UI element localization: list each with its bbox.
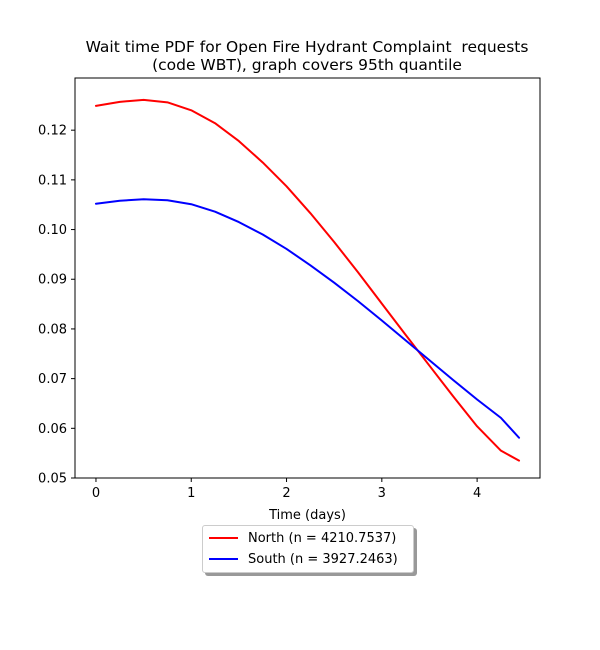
x-tick-label: 2 bbox=[282, 486, 290, 501]
chart-subtitle: (code WBT), graph covers 95th quantile bbox=[152, 56, 462, 74]
y-tick-label: 0.10 bbox=[38, 223, 67, 238]
legend-item-south: South (n = 3927.2463) bbox=[203, 549, 398, 569]
legend-label-south: South (n = 3927.2463) bbox=[248, 551, 398, 567]
y-tick-label: 0.09 bbox=[38, 273, 67, 288]
y-tick-label: 0.05 bbox=[38, 472, 67, 487]
y-tick-label: 0.11 bbox=[38, 173, 67, 188]
y-tick-label: 0.07 bbox=[38, 372, 67, 387]
y-tick-label: 0.08 bbox=[38, 322, 67, 337]
series-line-north bbox=[94, 98, 521, 462]
chart-legend: North (n = 4210.7537) South (n = 3927.24… bbox=[202, 525, 414, 573]
legend-swatch-south bbox=[209, 558, 238, 560]
x-tick-label: 0 bbox=[92, 486, 100, 501]
series-line-south bbox=[94, 198, 521, 439]
x-tick-label: 3 bbox=[378, 486, 386, 501]
y-tick-label: 0.12 bbox=[38, 124, 67, 139]
plot-frame bbox=[74, 77, 541, 479]
y-tick-label: 0.06 bbox=[38, 422, 67, 437]
x-axis-label: Time (days) bbox=[268, 508, 346, 523]
legend-item-north: North (n = 4210.7537) bbox=[203, 528, 396, 548]
legend-label-north: North (n = 4210.7537) bbox=[248, 530, 397, 546]
legend-swatch-north bbox=[209, 537, 238, 539]
x-tick-label: 1 bbox=[187, 486, 195, 501]
chart-title: Wait time PDF for Open Fire Hydrant Comp… bbox=[85, 38, 529, 56]
x-tick-label: 4 bbox=[473, 486, 481, 501]
